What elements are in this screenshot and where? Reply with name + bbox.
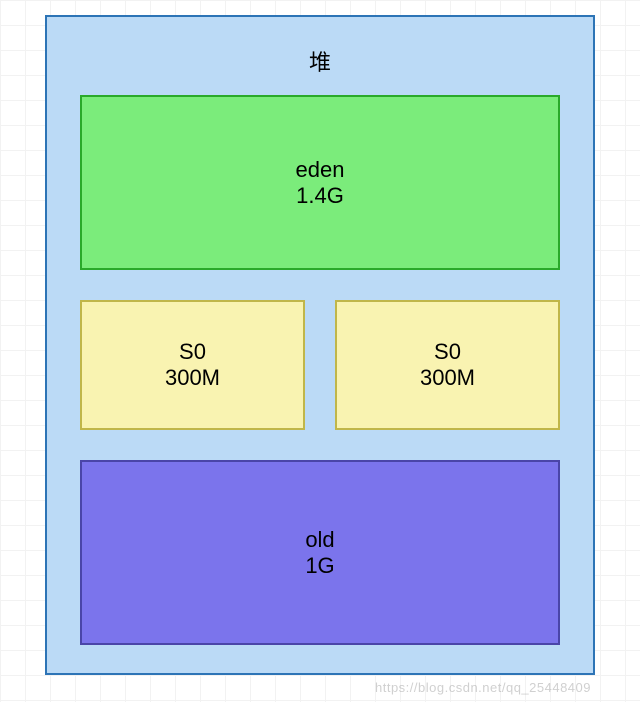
region-name: eden <box>296 157 345 183</box>
region-s0-right: S0300M <box>335 300 560 430</box>
region-name: S0 <box>434 339 461 365</box>
region-size: 300M <box>165 365 220 391</box>
region-s0-left: S0300M <box>80 300 305 430</box>
region-eden: eden1.4G <box>80 95 560 270</box>
region-name: old <box>305 527 334 553</box>
region-old: old1G <box>80 460 560 645</box>
region-size: 1.4G <box>296 183 344 209</box>
heap-title: 堆 <box>47 45 593 77</box>
region-size: 300M <box>420 365 475 391</box>
region-name: S0 <box>179 339 206 365</box>
watermark-text: https://blog.csdn.net/qq_25448409 <box>375 680 591 695</box>
region-size: 1G <box>305 553 334 579</box>
